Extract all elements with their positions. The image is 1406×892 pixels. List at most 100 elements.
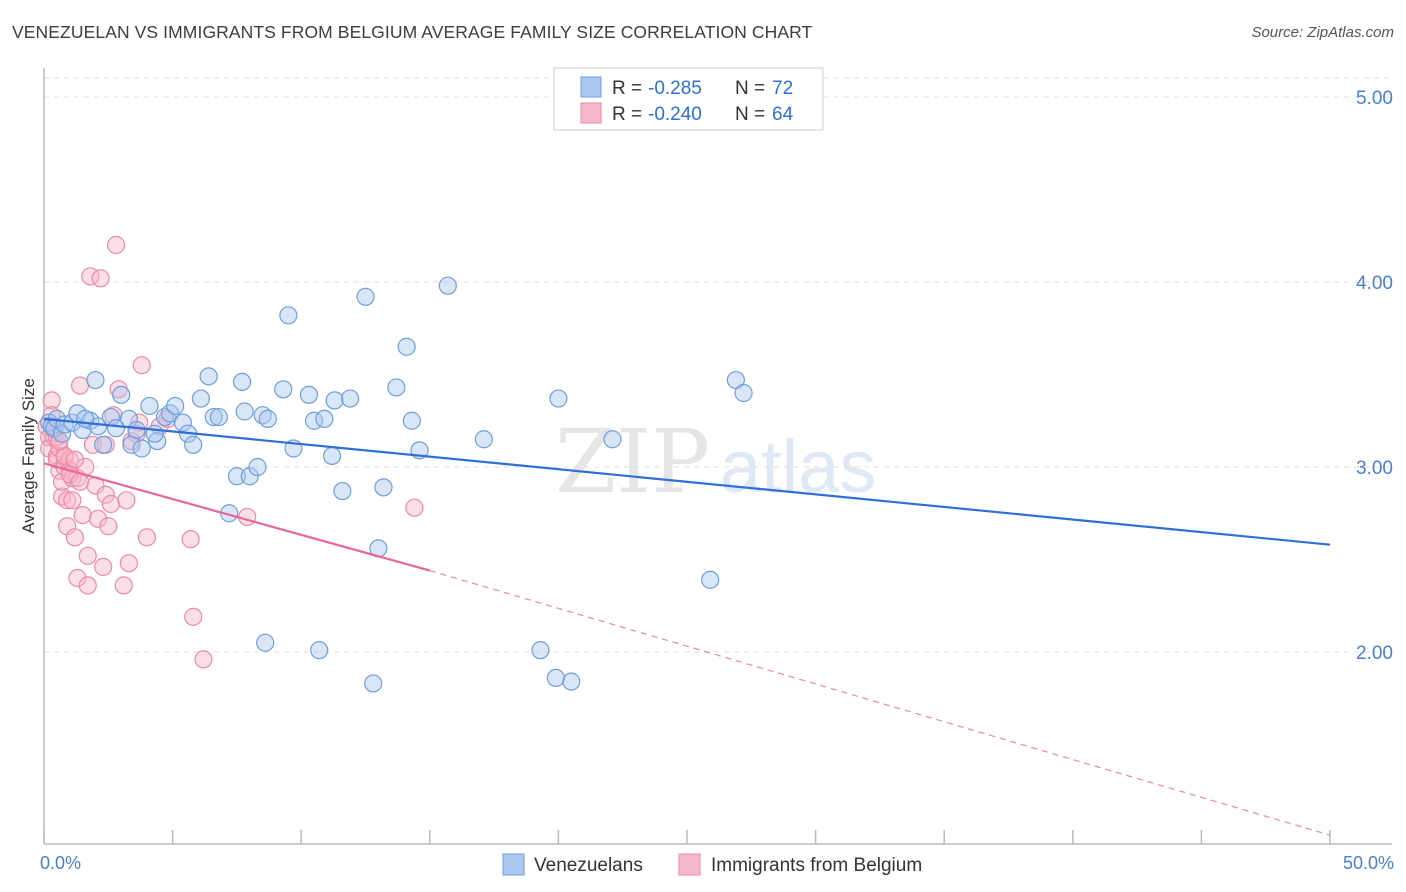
venezuelans-point-40 bbox=[274, 380, 293, 399]
bottom-legend: Venezuelans Immigrants from Belgium bbox=[502, 853, 922, 876]
venezuelans-point-62 bbox=[734, 383, 753, 403]
venezuelans-point-58 bbox=[562, 672, 581, 691]
legend-r-value-belgium: -0.240 bbox=[648, 104, 702, 125]
belgium-point-20 bbox=[63, 491, 82, 510]
venezuelans-point-66 bbox=[531, 641, 550, 660]
venezuelans-point-30 bbox=[204, 407, 223, 427]
belgium-point-58 bbox=[65, 450, 84, 469]
venezuelans-point-12 bbox=[94, 435, 113, 454]
venezuelans-point-18 bbox=[127, 420, 146, 440]
belgium-point-51 bbox=[184, 607, 203, 626]
belgium-point-33 bbox=[91, 269, 110, 288]
y-tick-label-1: 3.00 bbox=[1356, 458, 1393, 479]
venezuelans-point-24 bbox=[166, 396, 185, 416]
venezuelans-point-41 bbox=[279, 306, 298, 325]
venezuelans-point-49 bbox=[356, 287, 375, 306]
venezuelans-point-51 bbox=[387, 378, 406, 397]
legend: R = -0.285 N = 72 R = -0.240 N = 64 bbox=[553, 67, 824, 131]
trend-belgium bbox=[43, 462, 431, 572]
venezuelans-point-64 bbox=[310, 641, 329, 660]
belgium-point-46 bbox=[132, 356, 151, 375]
venezuelans-point-67 bbox=[546, 668, 565, 688]
legend-r-label-belgium: R = bbox=[612, 104, 642, 125]
venezuelans-point-15 bbox=[112, 385, 131, 404]
belgium-point-15 bbox=[58, 491, 77, 510]
venezuelans-point-57 bbox=[549, 389, 568, 408]
legend-swatch-venezuelans bbox=[580, 76, 602, 98]
venezuelans-point-47 bbox=[333, 481, 352, 501]
belgium-point-28 bbox=[78, 576, 97, 595]
venezuelans-point-69 bbox=[322, 446, 342, 465]
belgium-point-54 bbox=[405, 498, 424, 517]
belgium-point-27 bbox=[78, 546, 97, 565]
belgium-point-34 bbox=[94, 557, 113, 577]
venezuelans-point-46 bbox=[325, 391, 344, 410]
legend-r-value-venezuelans: -0.285 bbox=[648, 78, 702, 99]
belgium-point-37 bbox=[101, 494, 120, 514]
y-tick-label-3: 5.00 bbox=[1356, 88, 1393, 109]
venezuelans-point-37 bbox=[248, 457, 267, 477]
x-tick-label-0: 0.0% bbox=[40, 853, 81, 873]
belgium-point-36 bbox=[99, 517, 118, 536]
venezuelans-point-25 bbox=[173, 413, 192, 432]
legend-r-label-venezuelans: R = bbox=[612, 78, 642, 99]
axes bbox=[43, 68, 1392, 845]
x-ticks bbox=[43, 830, 1331, 844]
venezuelans-point-29 bbox=[199, 367, 218, 386]
venezuelans-point-10 bbox=[86, 370, 105, 390]
belgium-point-43 bbox=[119, 554, 138, 573]
legend-n-label-belgium: N = bbox=[735, 104, 765, 125]
trend-lines bbox=[43, 417, 1331, 836]
bottom-legend-label-belgium: Immigrants from Belgium bbox=[711, 855, 922, 876]
venezuelans-point-19 bbox=[132, 439, 151, 458]
venezuelans-point-63 bbox=[256, 633, 275, 652]
venezuelans-point-70 bbox=[145, 424, 164, 443]
venezuelans-point-59 bbox=[603, 430, 622, 449]
belgium-point-41 bbox=[114, 576, 133, 595]
venezuelans-point-50 bbox=[374, 478, 393, 497]
venezuelans-point-34 bbox=[232, 372, 252, 391]
venezuelans-point-52 bbox=[397, 337, 416, 356]
belgium-point-30 bbox=[83, 435, 102, 454]
bottom-legend-swatch-venezuelans bbox=[502, 853, 525, 876]
belgium-point-50 bbox=[181, 530, 200, 549]
venezuelans-point-20 bbox=[140, 396, 159, 416]
belgium-point-47 bbox=[137, 528, 156, 547]
belgium-point-39 bbox=[106, 235, 126, 255]
venezuelans-point-56 bbox=[474, 430, 493, 449]
belgium-point-21 bbox=[65, 528, 84, 547]
venezuelans-point-45 bbox=[315, 409, 334, 428]
y-tick-label-0: 2.00 bbox=[1356, 643, 1393, 664]
legend-n-label-venezuelans: N = bbox=[735, 78, 765, 99]
venezuelans-point-31 bbox=[209, 407, 228, 427]
venezuelans-point-14 bbox=[106, 419, 126, 438]
x-tick-label-1: 50.0% bbox=[1343, 853, 1394, 873]
venezuelans-point-35 bbox=[235, 402, 254, 421]
series-venezuelans-points bbox=[40, 276, 753, 693]
grid bbox=[44, 77, 1392, 653]
legend-n-value-belgium: 64 bbox=[772, 104, 794, 125]
y-tick-labels: 2.00 3.00 4.00 5.00 bbox=[1356, 88, 1393, 664]
belgium-point-53 bbox=[238, 507, 257, 527]
y-axis-label: Average Family Size bbox=[19, 378, 38, 534]
venezuelans-point-65 bbox=[364, 674, 383, 693]
bottom-legend-label-venezuelans: Venezuelans bbox=[534, 855, 643, 876]
venezuelans-point-21 bbox=[148, 432, 167, 451]
venezuelans-point-36 bbox=[240, 467, 259, 486]
belgium-point-32 bbox=[88, 509, 108, 528]
venezuelans-point-33 bbox=[227, 467, 246, 486]
belgium-point-3 bbox=[42, 391, 61, 410]
belgium-point-24 bbox=[70, 376, 90, 395]
trend-venezuelans bbox=[43, 417, 1331, 546]
belgium-point-42 bbox=[117, 491, 136, 510]
watermark-zip: ZIP bbox=[555, 410, 710, 513]
legend-swatch-belgium bbox=[580, 102, 602, 124]
belgium-point-35 bbox=[96, 485, 115, 504]
chart-source: Source: ZipAtlas.com bbox=[1251, 24, 1394, 41]
venezuelans-point-55 bbox=[438, 276, 457, 295]
venezuelans-point-53 bbox=[402, 411, 421, 430]
y-tick-label-2: 4.00 bbox=[1356, 273, 1393, 294]
legend-n-value-venezuelans: 72 bbox=[772, 78, 793, 99]
venezuelans-point-8 bbox=[73, 420, 92, 440]
bottom-legend-swatch-belgium bbox=[678, 853, 701, 876]
